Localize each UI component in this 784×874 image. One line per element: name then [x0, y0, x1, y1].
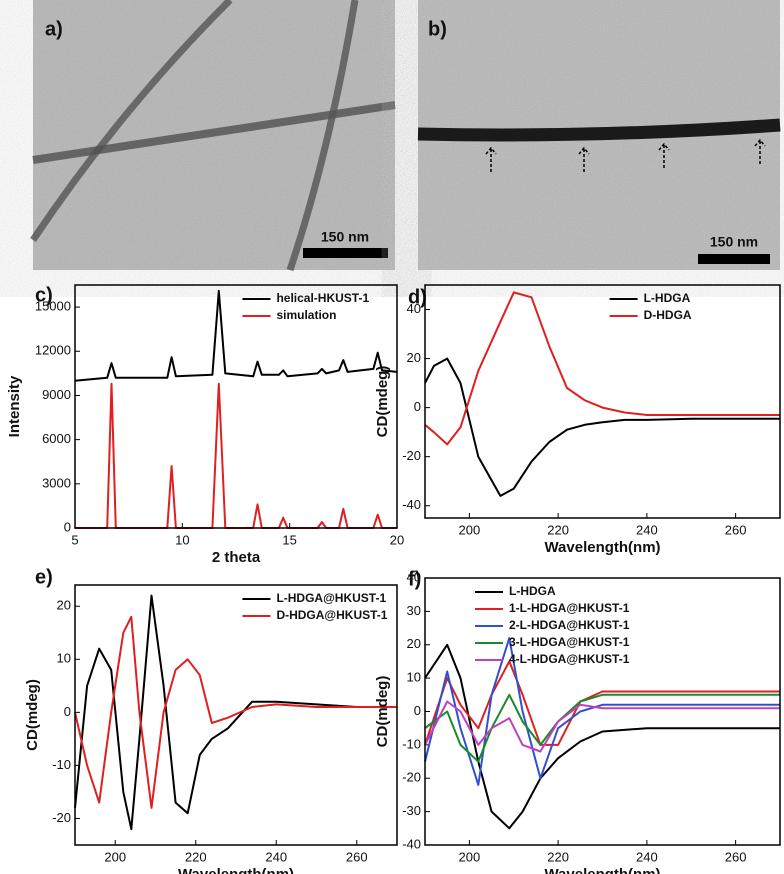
data-line — [74, 289, 398, 382]
x-tick-label: 260 — [725, 849, 747, 864]
y-axis-label: CD(mdeg) — [374, 676, 391, 748]
y-tick-label: -20 — [52, 810, 71, 825]
x-tick-label: 20 — [390, 532, 404, 547]
y-tick-label: 0 — [64, 704, 71, 719]
legend-label: simulation — [276, 308, 336, 322]
y-axis-label: CD(mdeg) — [24, 679, 41, 751]
y-tick-label: 10 — [407, 670, 421, 685]
y-tick-label: 15000 — [35, 299, 71, 314]
y-tick-label: 20 — [57, 598, 71, 613]
y-tick-label: 20 — [407, 636, 421, 651]
legend-label: D-HDGA — [644, 308, 692, 322]
panel-label: f) — [408, 568, 421, 590]
x-tick-label: 10 — [175, 532, 189, 547]
x-tick-label: 260 — [725, 522, 747, 537]
plot-frame — [424, 284, 781, 519]
x-axis-label: Wavelength(nm) — [178, 866, 294, 874]
legend-label: 4-L-HDGA@HKUST-1 — [509, 652, 630, 666]
y-tick-label: 12000 — [35, 343, 71, 358]
x-tick-label: 220 — [547, 849, 569, 864]
data-line — [424, 693, 780, 763]
x-tick-label: 200 — [459, 849, 481, 864]
y-tick-label: 9000 — [42, 387, 71, 402]
y-tick-label: 10 — [57, 651, 71, 666]
y-tick-label: 3000 — [42, 475, 71, 490]
data-line — [424, 637, 780, 786]
legend-label: 3-L-HDGA@HKUST-1 — [509, 635, 630, 649]
x-tick-label: 240 — [265, 849, 287, 864]
legend-label: 2-L-HDGA@HKUST-1 — [509, 618, 630, 632]
y-tick-label: -10 — [52, 757, 71, 772]
x-tick-label: 220 — [185, 849, 207, 864]
y-tick-label: 30 — [407, 603, 421, 618]
x-tick-label: 5 — [71, 532, 78, 547]
y-tick-label: 0 — [414, 399, 421, 414]
x-tick-label: 15 — [282, 532, 296, 547]
y-axis-label: Intensity — [6, 375, 23, 437]
x-axis-label: Wavelength(nm) — [544, 866, 660, 874]
legend-label: D-HDGA@HKUST-1 — [276, 608, 387, 622]
x-tick-label: 200 — [104, 849, 126, 864]
plot-frame — [424, 577, 781, 846]
data-line — [74, 594, 397, 831]
legend-label: L-HDGA — [509, 584, 556, 598]
scale-bar-label: 150 nm — [710, 234, 758, 250]
data-line — [424, 643, 780, 830]
tem-image-a: a) 150 nm — [30, 0, 396, 272]
panel-label: c) — [35, 284, 53, 306]
legend-label: L-HDGA@HKUST-1 — [276, 591, 386, 605]
x-axis-label: Wavelength(nm) — [544, 539, 660, 556]
x-tick-label: 240 — [636, 849, 658, 864]
y-tick-label: -40 — [402, 836, 421, 851]
scale-bar-label: 150 nm — [321, 229, 369, 245]
legend-label: 1-L-HDGA@HKUST-1 — [509, 601, 630, 615]
y-tick-label: 40 — [407, 301, 421, 316]
y-tick-label: 40 — [407, 569, 421, 584]
y-tick-label: -20 — [402, 448, 421, 463]
y-tick-label: 0 — [414, 703, 421, 718]
x-tick-label: 200 — [459, 522, 481, 537]
y-tick-label: 0 — [64, 519, 71, 534]
legend-label: helical-HKUST-1 — [276, 291, 369, 305]
panel-label: d) — [408, 286, 427, 308]
y-axis-label: CD(mdeg) — [374, 366, 391, 438]
x-axis-label: 2 theta — [212, 549, 261, 566]
y-tick-label: 6000 — [42, 431, 71, 446]
y-tick-label: -20 — [402, 770, 421, 785]
x-tick-label: 240 — [636, 522, 658, 537]
data-line — [75, 382, 397, 529]
y-tick-label: -30 — [402, 803, 421, 818]
data-line — [424, 291, 780, 446]
x-tick-label: 260 — [346, 849, 368, 864]
data-line — [424, 357, 780, 497]
tem-image-b: b) 150 nm — [417, 0, 781, 270]
legend-label: L-HDGA — [644, 291, 691, 305]
y-tick-label: 20 — [407, 350, 421, 365]
panel-label: e) — [35, 566, 53, 588]
y-tick-label: -10 — [402, 736, 421, 751]
plot-frame — [74, 284, 398, 529]
plot-frame — [74, 584, 398, 846]
x-tick-label: 220 — [547, 522, 569, 537]
data-line — [74, 615, 397, 809]
data-line — [424, 700, 780, 753]
y-tick-label: -40 — [402, 497, 421, 512]
panel-label: b) — [428, 18, 447, 40]
panel-label: a) — [45, 18, 63, 40]
